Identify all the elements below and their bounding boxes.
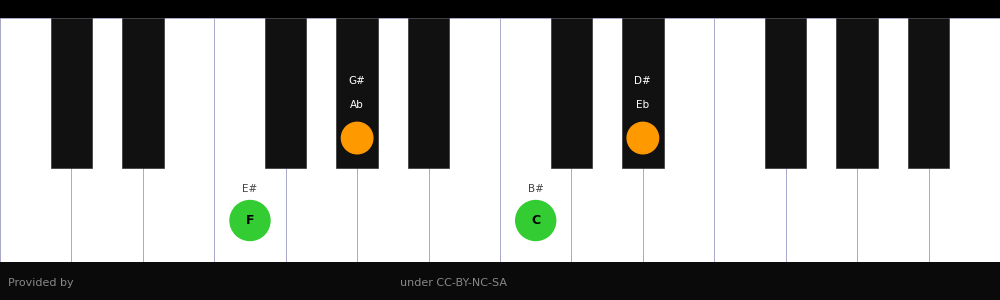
Bar [265, 18, 306, 168]
Bar [429, 18, 500, 262]
Bar [71, 18, 143, 262]
Bar [143, 18, 214, 262]
Bar [571, 18, 643, 262]
Text: under CC-BY-NC-SA: under CC-BY-NC-SA [400, 278, 507, 288]
Bar [122, 18, 164, 168]
Bar [714, 18, 786, 262]
Bar [336, 18, 378, 168]
Bar [408, 18, 449, 168]
Text: Ab: Ab [350, 100, 364, 110]
Bar [357, 18, 429, 262]
Circle shape [627, 122, 659, 154]
Text: Provided by: Provided by [8, 278, 74, 288]
Bar [857, 18, 929, 262]
Circle shape [516, 200, 556, 241]
Circle shape [230, 200, 270, 241]
Bar [836, 18, 878, 168]
Bar [0, 262, 1000, 300]
Text: E#: E# [242, 184, 258, 194]
Text: B#: B# [528, 184, 544, 194]
Bar [0, 0, 1000, 18]
Text: G#: G# [349, 76, 366, 86]
Text: F: F [246, 214, 254, 227]
Bar [765, 18, 806, 168]
Bar [908, 18, 949, 168]
Bar [214, 18, 286, 262]
Text: D#: D# [634, 76, 651, 86]
Text: C: C [531, 214, 540, 227]
Bar [622, 18, 664, 168]
Circle shape [341, 122, 373, 154]
Bar [0, 18, 71, 262]
Bar [929, 18, 1000, 262]
Bar [500, 18, 571, 262]
Bar [786, 18, 857, 262]
Bar [286, 18, 357, 262]
Bar [551, 18, 592, 168]
Bar [51, 18, 92, 168]
Text: Eb: Eb [636, 100, 649, 110]
Bar [643, 18, 714, 262]
